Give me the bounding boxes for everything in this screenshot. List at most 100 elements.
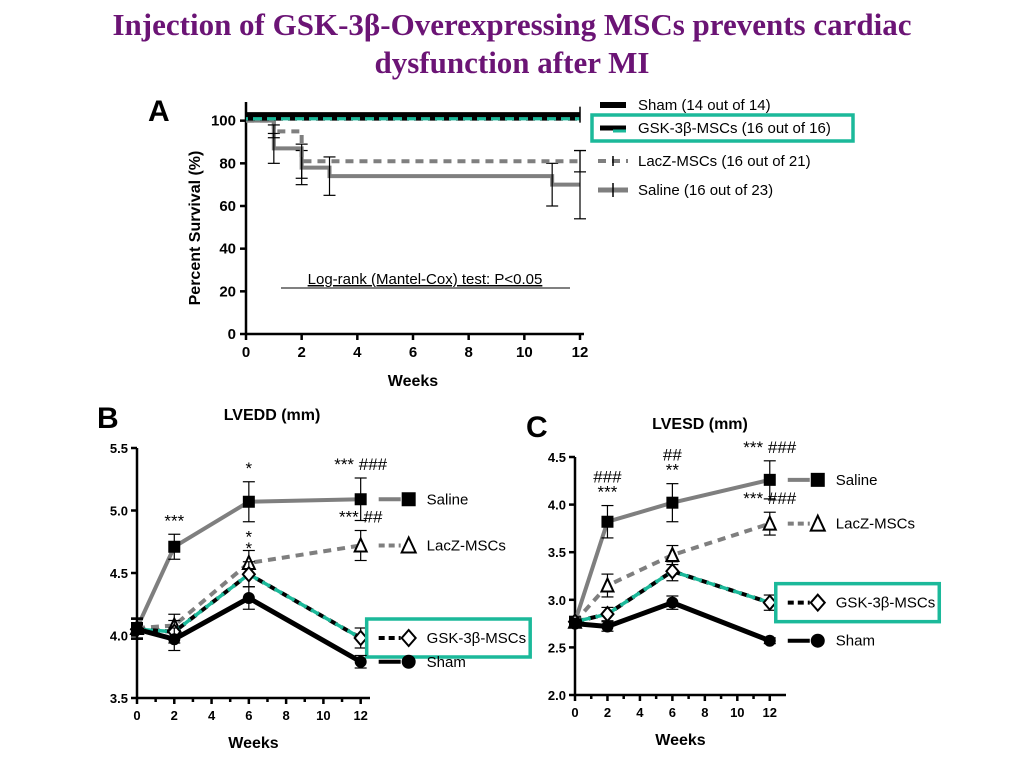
significance-mark: ##: [663, 446, 682, 465]
line-sham: [574, 599, 771, 644]
marker-gsk: [600, 605, 615, 623]
marker-saline: [168, 540, 181, 553]
line-saline: [135, 497, 361, 629]
x-tick-label: 6: [669, 705, 676, 720]
x-axis-label: Weeks: [388, 373, 439, 390]
x-tick-label: 0: [242, 344, 250, 361]
y-tick-label: 3.5: [110, 691, 128, 706]
significance-mark: *: [246, 528, 253, 547]
panel-label-b: B: [97, 402, 119, 435]
marker-lacz: [664, 545, 680, 563]
legend-label: Saline (16 out of 23): [638, 182, 773, 199]
significance-mark: *** ###: [743, 489, 796, 508]
x-tick-label: 8: [464, 344, 472, 361]
series-saline: [246, 118, 586, 220]
significance-mark: **: [666, 461, 680, 480]
y-tick-label: 3.0: [548, 593, 566, 608]
significance-mark: *** ##: [339, 508, 383, 527]
legend-marker: [809, 513, 827, 532]
marker-sham: [763, 634, 776, 647]
x-tick-label: 0: [571, 705, 578, 720]
x-tick-label: 6: [409, 344, 417, 361]
marker-gsk: [665, 562, 680, 580]
line-lacz: [136, 543, 361, 630]
line-gsk: [574, 569, 771, 624]
x-axis-label: Weeks: [655, 732, 706, 749]
y-tick-label: 20: [219, 283, 236, 300]
legend-item-lacz: LacZ-MSCs (16 out of 21): [598, 153, 811, 170]
lvesd-chart: C LVESD (mm) 2.0 2.5 3.0 3.5 4.0 4.5 0 2 4 6 8 10 12 We…: [526, 411, 942, 749]
legend-marker: [400, 628, 418, 648]
series-sham: Sham: [131, 586, 466, 671]
x-tick-label: 4: [208, 708, 216, 723]
legend-label: Sham: [836, 633, 875, 650]
x-tick-label: 10: [316, 708, 330, 723]
marker-sham: [242, 592, 255, 604]
legend-item-gsk: GSK-3β-MSCs: [364, 617, 532, 659]
legend-item-saline: Saline: [378, 491, 468, 508]
marker-sham: [354, 655, 367, 668]
legend-item-gsk: GSK-3β-MSCs: [774, 581, 942, 624]
legend-marker: [400, 535, 418, 554]
y-tick-label: 80: [219, 155, 236, 172]
x-tick-label: 6: [245, 708, 252, 723]
slide-title-line-2: dysfunction after MI: [374, 45, 650, 80]
survival-line-lacz: [246, 118, 580, 164]
series-lacz: [246, 118, 586, 179]
legend-label: LacZ-MSCs (16 out of 21): [638, 153, 811, 170]
legend-label: GSK-3β-MSCs (16 out of 16): [638, 120, 831, 137]
series-saline: Saline**** *** ###: [131, 455, 468, 639]
legend-label: LacZ-MSCs: [427, 538, 506, 555]
survival-chart: A 0 20 40 60 80 100 0 2 4 6 8 10 12 Percent Survival (…: [148, 95, 855, 390]
series-gsk: GSK-3β-MSCs *: [129, 539, 532, 659]
survival-legend: Sham (14 out of 14) GSK-3β-MSCs (16 out o…: [590, 97, 855, 199]
marker-lacz: [762, 514, 778, 531]
significance-mark: *** ###: [743, 438, 796, 457]
marker-saline: [763, 473, 776, 486]
x-tick-label: 10: [730, 705, 744, 720]
marker-sham: [601, 620, 614, 633]
legend-item-sham: Sham (14 out of 14): [600, 97, 771, 114]
marker-saline: [666, 496, 679, 509]
line-sham: [136, 595, 362, 664]
x-tick-label: 8: [283, 708, 290, 723]
significance-mark: ***: [164, 511, 184, 530]
y-tick-label: 4.5: [548, 450, 566, 465]
panel-label-a: A: [148, 95, 170, 128]
x-axis-label: Weeks: [228, 735, 279, 752]
marker-sham: [131, 623, 143, 636]
legend-marker: [401, 654, 416, 669]
significance-mark: *: [246, 539, 253, 558]
y-tick-label: 4.5: [110, 566, 128, 581]
y-tick-label: 5.5: [110, 441, 128, 456]
marker-gsk: [353, 629, 368, 647]
highlight-box-gsk: [774, 581, 942, 624]
legend-label: Sham (14 out of 14): [638, 97, 771, 114]
y-tick-label: 60: [219, 198, 236, 215]
marker-sham: [168, 633, 181, 646]
x-tick-label: 2: [604, 705, 611, 720]
significance-mark: *** ###: [334, 455, 387, 474]
y-tick-label: 100: [211, 113, 236, 130]
slide-title: Injection of GSK-3β-Overexpressing MSCs …: [0, 6, 1024, 82]
significance-mark: *: [246, 459, 253, 478]
x-tick-label: 4: [353, 344, 362, 361]
chart-title: LVEDD (mm): [224, 407, 321, 424]
x-tick-label: 2: [297, 344, 305, 361]
lvedd-chart: B LVEDD (mm) 3.5 4.0 4.5 5.0 5.5 0 2 4 6 8 10 12 Weeks…: [97, 402, 532, 752]
highlight-box-gsk: [364, 617, 532, 659]
significance-mark: ###: [593, 468, 622, 487]
marker-saline: [601, 515, 614, 528]
legend-label: GSK-3β-MSCs: [427, 630, 526, 647]
y-tick-label: 5.0: [110, 504, 128, 519]
series-gsk: GSK-3β-MSCs: [567, 561, 942, 631]
highlight-box-gsk-survival: [590, 113, 855, 143]
legend-label: LacZ-MSCs: [836, 516, 915, 533]
line-gsk: [136, 572, 362, 640]
legend-label: Sham: [427, 654, 466, 671]
chart-title: LVESD (mm): [652, 416, 748, 433]
marker-gsk: [241, 565, 257, 583]
significance-mark: ***: [598, 483, 618, 502]
legend-item-gsk: GSK-3β-MSCs (16 out of 16): [600, 120, 831, 137]
slide-title-line-1: Injection of GSK-3β-Overexpressing MSCs …: [112, 7, 912, 42]
